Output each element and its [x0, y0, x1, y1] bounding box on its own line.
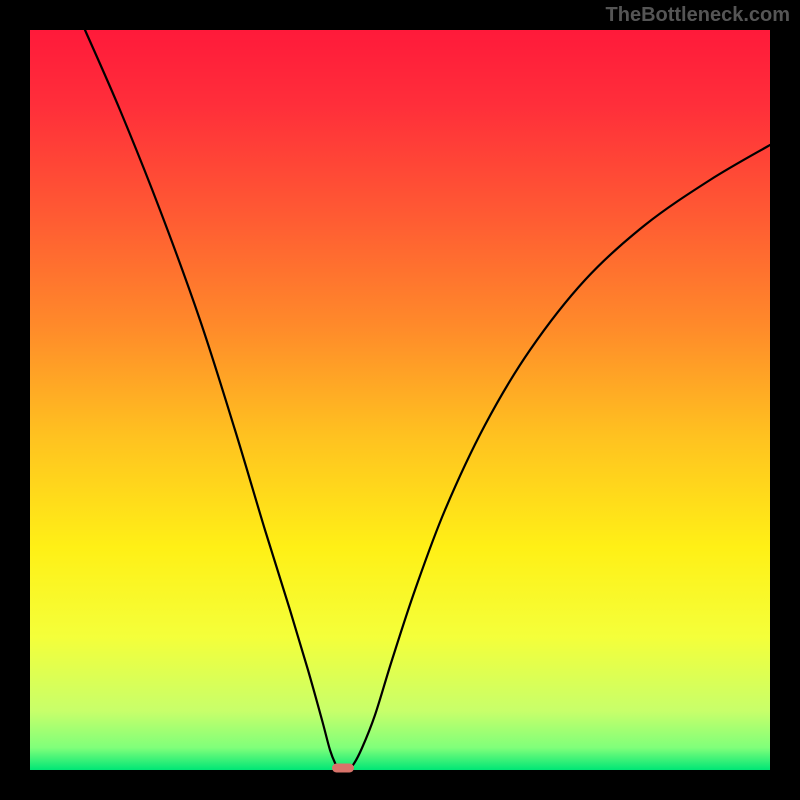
- chart-svg: [0, 0, 800, 800]
- chart-container: TheBottleneck.com: [0, 0, 800, 800]
- minimum-marker: [332, 764, 354, 773]
- plot-background: [30, 30, 770, 770]
- watermark-text: TheBottleneck.com: [606, 4, 790, 27]
